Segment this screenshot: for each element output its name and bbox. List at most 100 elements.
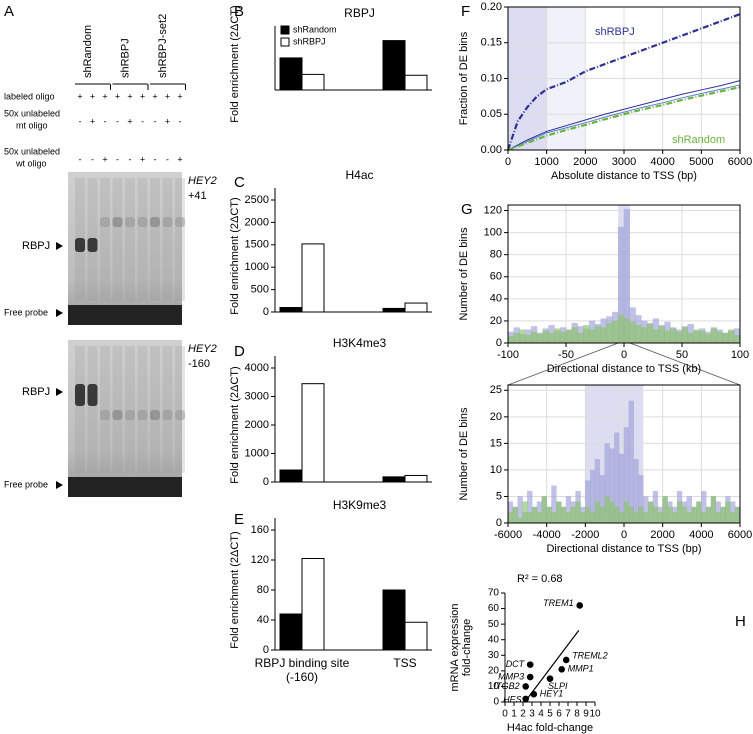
- histogram-bar: [513, 332, 520, 344]
- histogram-bar: [507, 336, 515, 344]
- histogram-bar: [647, 501, 654, 524]
- x-tick-label: 6000: [728, 529, 752, 541]
- row-label: labeled oligo: [4, 91, 55, 101]
- row-sign: -: [166, 154, 169, 164]
- x-tick-label: 4000: [650, 156, 674, 168]
- histogram-bar: [652, 329, 660, 344]
- y-axis-label: Fold enrichment (2ΔCT): [229, 366, 241, 483]
- row-sign: +: [177, 91, 182, 101]
- histogram-bar: [722, 332, 729, 344]
- lane-group-label: shRBPJ-set2: [157, 14, 169, 78]
- histogram-bar: [728, 329, 735, 344]
- histogram-bar: [565, 329, 573, 344]
- histogram-bar: [517, 517, 523, 524]
- x-tick-label: 0: [505, 156, 511, 168]
- bar: [301, 73, 325, 91]
- series-label: shRandom: [672, 134, 725, 146]
- histogram-bar: [541, 496, 547, 524]
- annotation: R² = 0.68: [517, 573, 563, 585]
- y-axis-label: Fraction of DE bins: [458, 31, 470, 125]
- series-label: shRBPJ: [595, 26, 635, 38]
- probe-label: Free probe: [4, 479, 48, 489]
- scatter-point: [522, 683, 529, 690]
- histogram-bar: [604, 496, 610, 524]
- row-sign: -: [116, 116, 119, 126]
- histogram-bar: [641, 327, 648, 344]
- histogram-bar: [734, 506, 741, 524]
- row-sign: -: [154, 154, 157, 164]
- row-sign: -: [116, 154, 119, 164]
- bar: [382, 40, 406, 91]
- histogram-bar: [609, 501, 615, 524]
- scatter-point: [526, 673, 534, 681]
- histogram-bar: [691, 506, 697, 524]
- panel-label: E: [234, 511, 244, 528]
- histogram-bar: [628, 400, 634, 524]
- histogram-bar: [546, 506, 552, 524]
- bar: [279, 613, 303, 651]
- histogram-bar: [658, 326, 665, 344]
- band-label: RBPJ: [22, 240, 50, 252]
- bar: [301, 243, 325, 313]
- row-sign: +: [177, 154, 182, 164]
- panel-label: D: [234, 343, 245, 360]
- lane-group-label: shRandom: [82, 25, 94, 78]
- histogram-bar: [580, 512, 586, 524]
- histogram-bar: [701, 512, 707, 524]
- y-tick-label: 0.00: [481, 144, 502, 156]
- legend-label: shRandom: [293, 24, 337, 34]
- arrowhead: [56, 481, 63, 489]
- gel-band: [87, 384, 98, 406]
- histogram-bar: [551, 512, 557, 524]
- gel-band: [125, 217, 135, 227]
- lane-group-label: shRBPJ: [119, 38, 131, 78]
- probe-label: Free probe: [4, 307, 48, 317]
- row-sign: -: [104, 116, 107, 126]
- histogram-bar: [733, 335, 741, 344]
- gel-band: [112, 410, 123, 420]
- histogram-bar: [667, 506, 673, 524]
- histogram-bar: [536, 333, 544, 344]
- histogram-bar: [617, 315, 625, 344]
- row-sign: -: [141, 116, 144, 126]
- bar: [301, 383, 325, 483]
- site-label: -160: [188, 358, 210, 370]
- point-label: MMP1: [568, 664, 594, 674]
- bar: [382, 476, 406, 483]
- y-tick-label: 0: [263, 644, 269, 656]
- y-tick-label: 120: [484, 204, 502, 216]
- y-tick-label: 1000: [245, 447, 269, 459]
- histogram-bar: [512, 506, 518, 524]
- histogram-bar: [542, 330, 549, 344]
- y-tick-label: 1500: [245, 239, 269, 251]
- y-tick-label: 20: [488, 665, 500, 676]
- gel-band: [100, 217, 110, 227]
- x-axis-label: Directional distance to TSS (kb): [547, 363, 701, 375]
- histogram-bar: [575, 501, 581, 524]
- gel-lane: [162, 178, 173, 301]
- bar: [382, 589, 406, 651]
- histogram-bar: [681, 506, 688, 524]
- x-axis-label: Absolute distance to TSS (bp): [551, 170, 697, 182]
- x-tick-label: 7: [565, 709, 571, 720]
- x-axis-label: Directional distance to TSS (bp): [546, 543, 701, 555]
- bar: [404, 621, 428, 651]
- x-tick-label: 4000: [689, 529, 713, 541]
- scatter-point: [526, 661, 534, 668]
- histogram-bar: [554, 328, 561, 344]
- y-axis-label: Fold enrichment (2ΔCT): [229, 197, 241, 314]
- x-tick-label: 0: [621, 349, 627, 361]
- x-tick-label: 3: [529, 709, 535, 720]
- x-tick-label: 1: [511, 709, 517, 720]
- y-tick-label: 160: [251, 524, 269, 536]
- chart-title: RBPJ: [344, 6, 375, 20]
- gel-lane: [137, 178, 148, 301]
- gel-lane: [75, 178, 85, 301]
- scatter-point: [546, 675, 554, 682]
- x-tick-label: 8: [574, 709, 580, 720]
- histogram-bar: [585, 506, 591, 524]
- gel-lane: [125, 178, 135, 301]
- y-tick-label: 20: [490, 411, 502, 423]
- bar: [404, 302, 428, 313]
- gel-band: [137, 217, 148, 227]
